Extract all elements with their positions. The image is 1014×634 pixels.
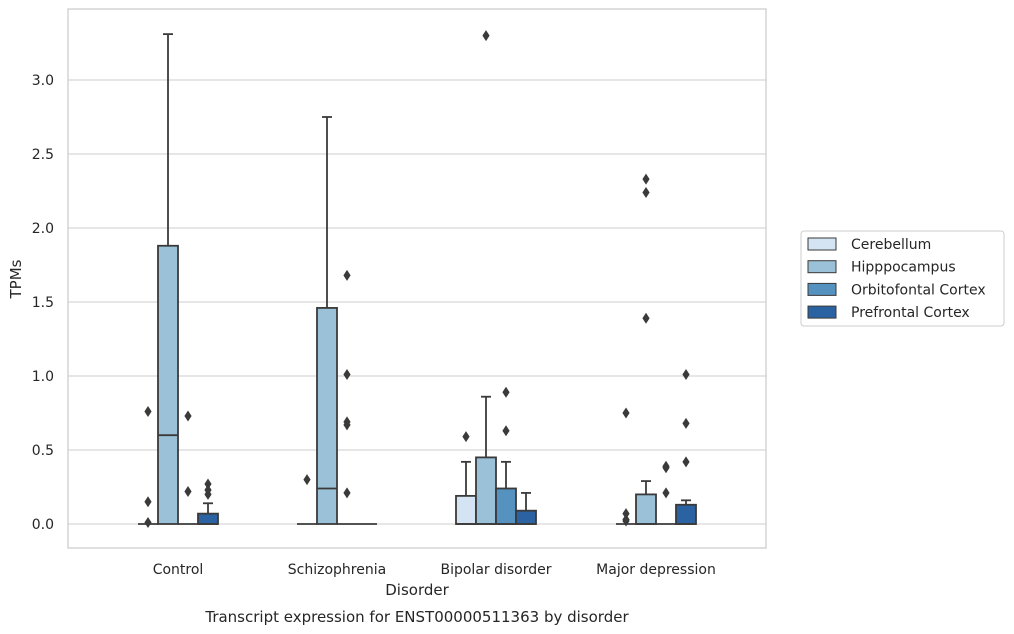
y-axis-label: TPMs [7,259,25,299]
outlier-point [682,456,690,468]
outlier-point [662,462,670,474]
x-tick-label: Schizophrenia [288,562,386,578]
outlier-point [144,406,152,418]
y-tick-label: 2.0 [32,221,54,237]
legend-label: Prefrontal Cortex [851,305,970,321]
box-body [635,493,657,525]
box-hipppocampus [157,33,179,525]
legend-swatch [807,237,837,251]
box-prefrontal-cortex [675,369,697,525]
box-orbitofontal-cortex [656,460,676,525]
outlier-point [343,369,351,381]
outlier-point [502,425,510,437]
x-tick-label: Control [153,562,204,578]
legend-swatch [807,260,837,274]
box-hipppocampus [635,173,657,525]
y-tick-label: 0.5 [32,443,54,459]
outlier-point [343,269,351,281]
x-axis-label: Disorder [385,581,449,599]
y-tick-label: 1.5 [32,295,54,311]
plot-frame [67,8,767,549]
box-body [515,509,537,525]
outlier-point [204,488,212,500]
legend-swatch [807,305,837,319]
chart-title: Transcript expression for ENST0000051136… [204,608,629,626]
box-body [455,494,477,525]
outlier-point [144,496,152,508]
outlier-point [184,410,192,422]
box-body [475,456,497,525]
box-body [495,487,517,525]
box-cerebellum [297,474,317,525]
y-tick-label: 0.0 [32,517,54,533]
box-body [316,307,338,525]
x-tick-label: Major depression [596,562,716,578]
x-tick-label: Bipolar disorder [440,562,551,578]
box-hipppocampus [475,30,497,525]
outlier-point [343,419,351,431]
legend-frame [800,230,1005,327]
box-orbitofontal-cortex [495,386,517,525]
y-tick-label: 3.0 [32,73,54,89]
outlier-point [204,478,212,490]
outlier-point [622,407,630,419]
y-axis-ticks: 0.0 0.5 1.0 1.5 2.0 2.5 3.0 [32,73,54,533]
box-body [197,512,219,525]
box-series [138,30,697,529]
legend-label: Hipppocampus [851,260,956,276]
x-axis-ticks: Control Schizophrenia Bipolar disorder Majo… [153,562,716,578]
outlier-point [642,312,650,324]
box-hipppocampus [316,116,338,525]
box-prefrontal-cortex [515,492,537,525]
outlier-point [502,386,510,398]
outlier-point [682,417,690,429]
outlier-point [303,474,311,486]
outlier-point [662,487,670,499]
outlier-point [682,369,690,381]
grid-lines [68,79,766,525]
box-orbitofontal-cortex [178,410,198,525]
outlier-point [144,517,152,529]
legend: Cerebellum Hipppocampus Orbitofontal Corte… [800,230,1005,327]
legend-label: Orbitofontal Cortex [851,282,986,298]
legend-swatch [807,282,837,296]
legend-label: Cerebellum [851,237,931,253]
box-cerebellum [616,407,636,527]
outlier-point [642,186,650,198]
outlier-point [343,487,351,499]
y-tick-label: 2.5 [32,147,54,163]
outlier-point [462,431,470,443]
box-orbitofontal-cortex [337,269,357,525]
box-body [675,503,697,525]
outlier-point [184,485,192,497]
outlier-point [622,515,630,527]
box-body [157,244,179,525]
outlier-point [622,508,630,520]
outlier-point [642,173,650,185]
box-prefrontal-cortex [197,478,219,525]
outlier-point [482,30,490,42]
box-cerebellum [138,406,158,529]
box-cerebellum [455,431,477,525]
y-tick-label: 1.0 [32,369,54,385]
